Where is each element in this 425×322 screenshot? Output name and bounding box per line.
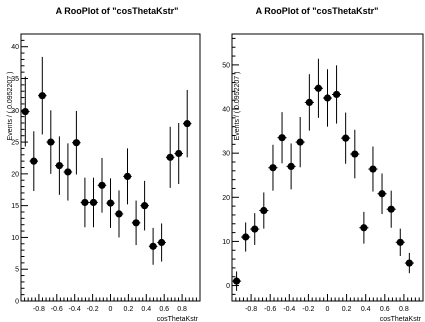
y-tick-label: 20 [11,171,19,178]
x-tick-label: 0 [326,306,330,313]
chart-title: A RooPlot of "cosThetaKstr" [256,6,379,16]
data-point [38,92,46,100]
y-tick-label: 10 [222,239,230,246]
x-tick-label: 0 [109,306,113,313]
y-tick-label: 0 [226,283,230,290]
y-tick-label: 30 [11,108,19,115]
x-tick-label: -0.4 [69,306,81,313]
data-point [323,94,332,102]
data-point [269,164,277,172]
x-tick-label: 0.6 [159,306,169,313]
data-point [396,238,404,246]
data-point [81,198,89,207]
x-tick-label: -0.2 [87,306,99,313]
data-point [183,120,191,128]
data-point [123,172,132,180]
y-axis-label: Events / ( 0.0952207 ) [234,72,241,141]
data-point [351,150,359,158]
left-plot: A RooPlot of "cosThetaKstr" 0 5 10 15 20 25 30 3… [7,6,201,322]
y-tick-label: 25 [11,140,19,147]
data-point [242,233,250,241]
data-point [64,168,72,176]
data-point [98,181,106,189]
x-tick-label: -0.4 [283,306,295,313]
data-point [342,134,350,142]
data-point [140,202,149,210]
data-point [369,165,377,173]
data-point [47,138,55,146]
x-tick-label: 0.2 [124,306,134,313]
data-point [405,259,413,267]
x-tick-label: -0.6 [51,306,63,313]
x-axis-label: cosThetaKstr [380,316,422,322]
plot-frame [20,33,201,302]
x-tick-label: 0.4 [141,306,151,313]
y-tick-label: 20 [222,195,230,202]
x-tick-label: 0.8 [399,306,409,313]
data-point [387,205,395,213]
y-tick-label: 40 [11,44,19,51]
data-point [232,277,241,285]
chart-title: A RooPlot of "cosThetaKstr" [56,6,179,16]
y-axis-label: Events / ( 0.0952207 ) [7,72,14,141]
y-tick-label: 5 [15,267,19,274]
data-point [166,153,174,161]
data-point [332,90,341,99]
data-point [72,139,81,147]
data-point [260,206,268,215]
data-point [314,84,323,92]
y-tick-label: 40 [222,107,230,114]
y-tick-label: 50 [222,62,230,69]
x-tick-label: -0.8 [33,306,45,313]
data-point [305,98,313,107]
data-point [360,224,368,232]
right-plot: A RooPlot of "cosThetaKstr" 0 10 20 30 40 50 -0… [222,6,424,322]
data-point [175,149,183,158]
y-tick-label: 0 [15,299,19,306]
data-point [378,190,386,198]
data-point [89,198,98,207]
x-tick-label: 0.6 [380,306,390,313]
data-point [278,134,286,142]
y-tick-label: 10 [11,235,19,242]
x-tick-label: 0.4 [361,306,371,313]
y-tick-label: 15 [11,203,19,210]
data-point [115,210,123,218]
data-point [287,162,295,170]
x-axis-label: cosThetaKstr [157,316,199,322]
data-point [21,107,29,116]
y-tick-label: 35 [11,76,19,83]
x-tick-label: -0.6 [264,306,276,313]
x-tick-label: 0.8 [177,306,187,313]
data-point [30,157,38,165]
data-point [296,138,304,146]
x-tick-label: 0.2 [342,306,352,313]
x-tick-label: -0.8 [245,306,257,313]
data-point [149,242,157,250]
data-point [106,199,115,207]
data-point [132,219,140,227]
data-point [55,161,63,170]
x-tick-label: -0.2 [302,306,314,313]
data-point [158,238,166,247]
data-point [251,225,259,233]
y-tick-label: 30 [222,151,230,158]
